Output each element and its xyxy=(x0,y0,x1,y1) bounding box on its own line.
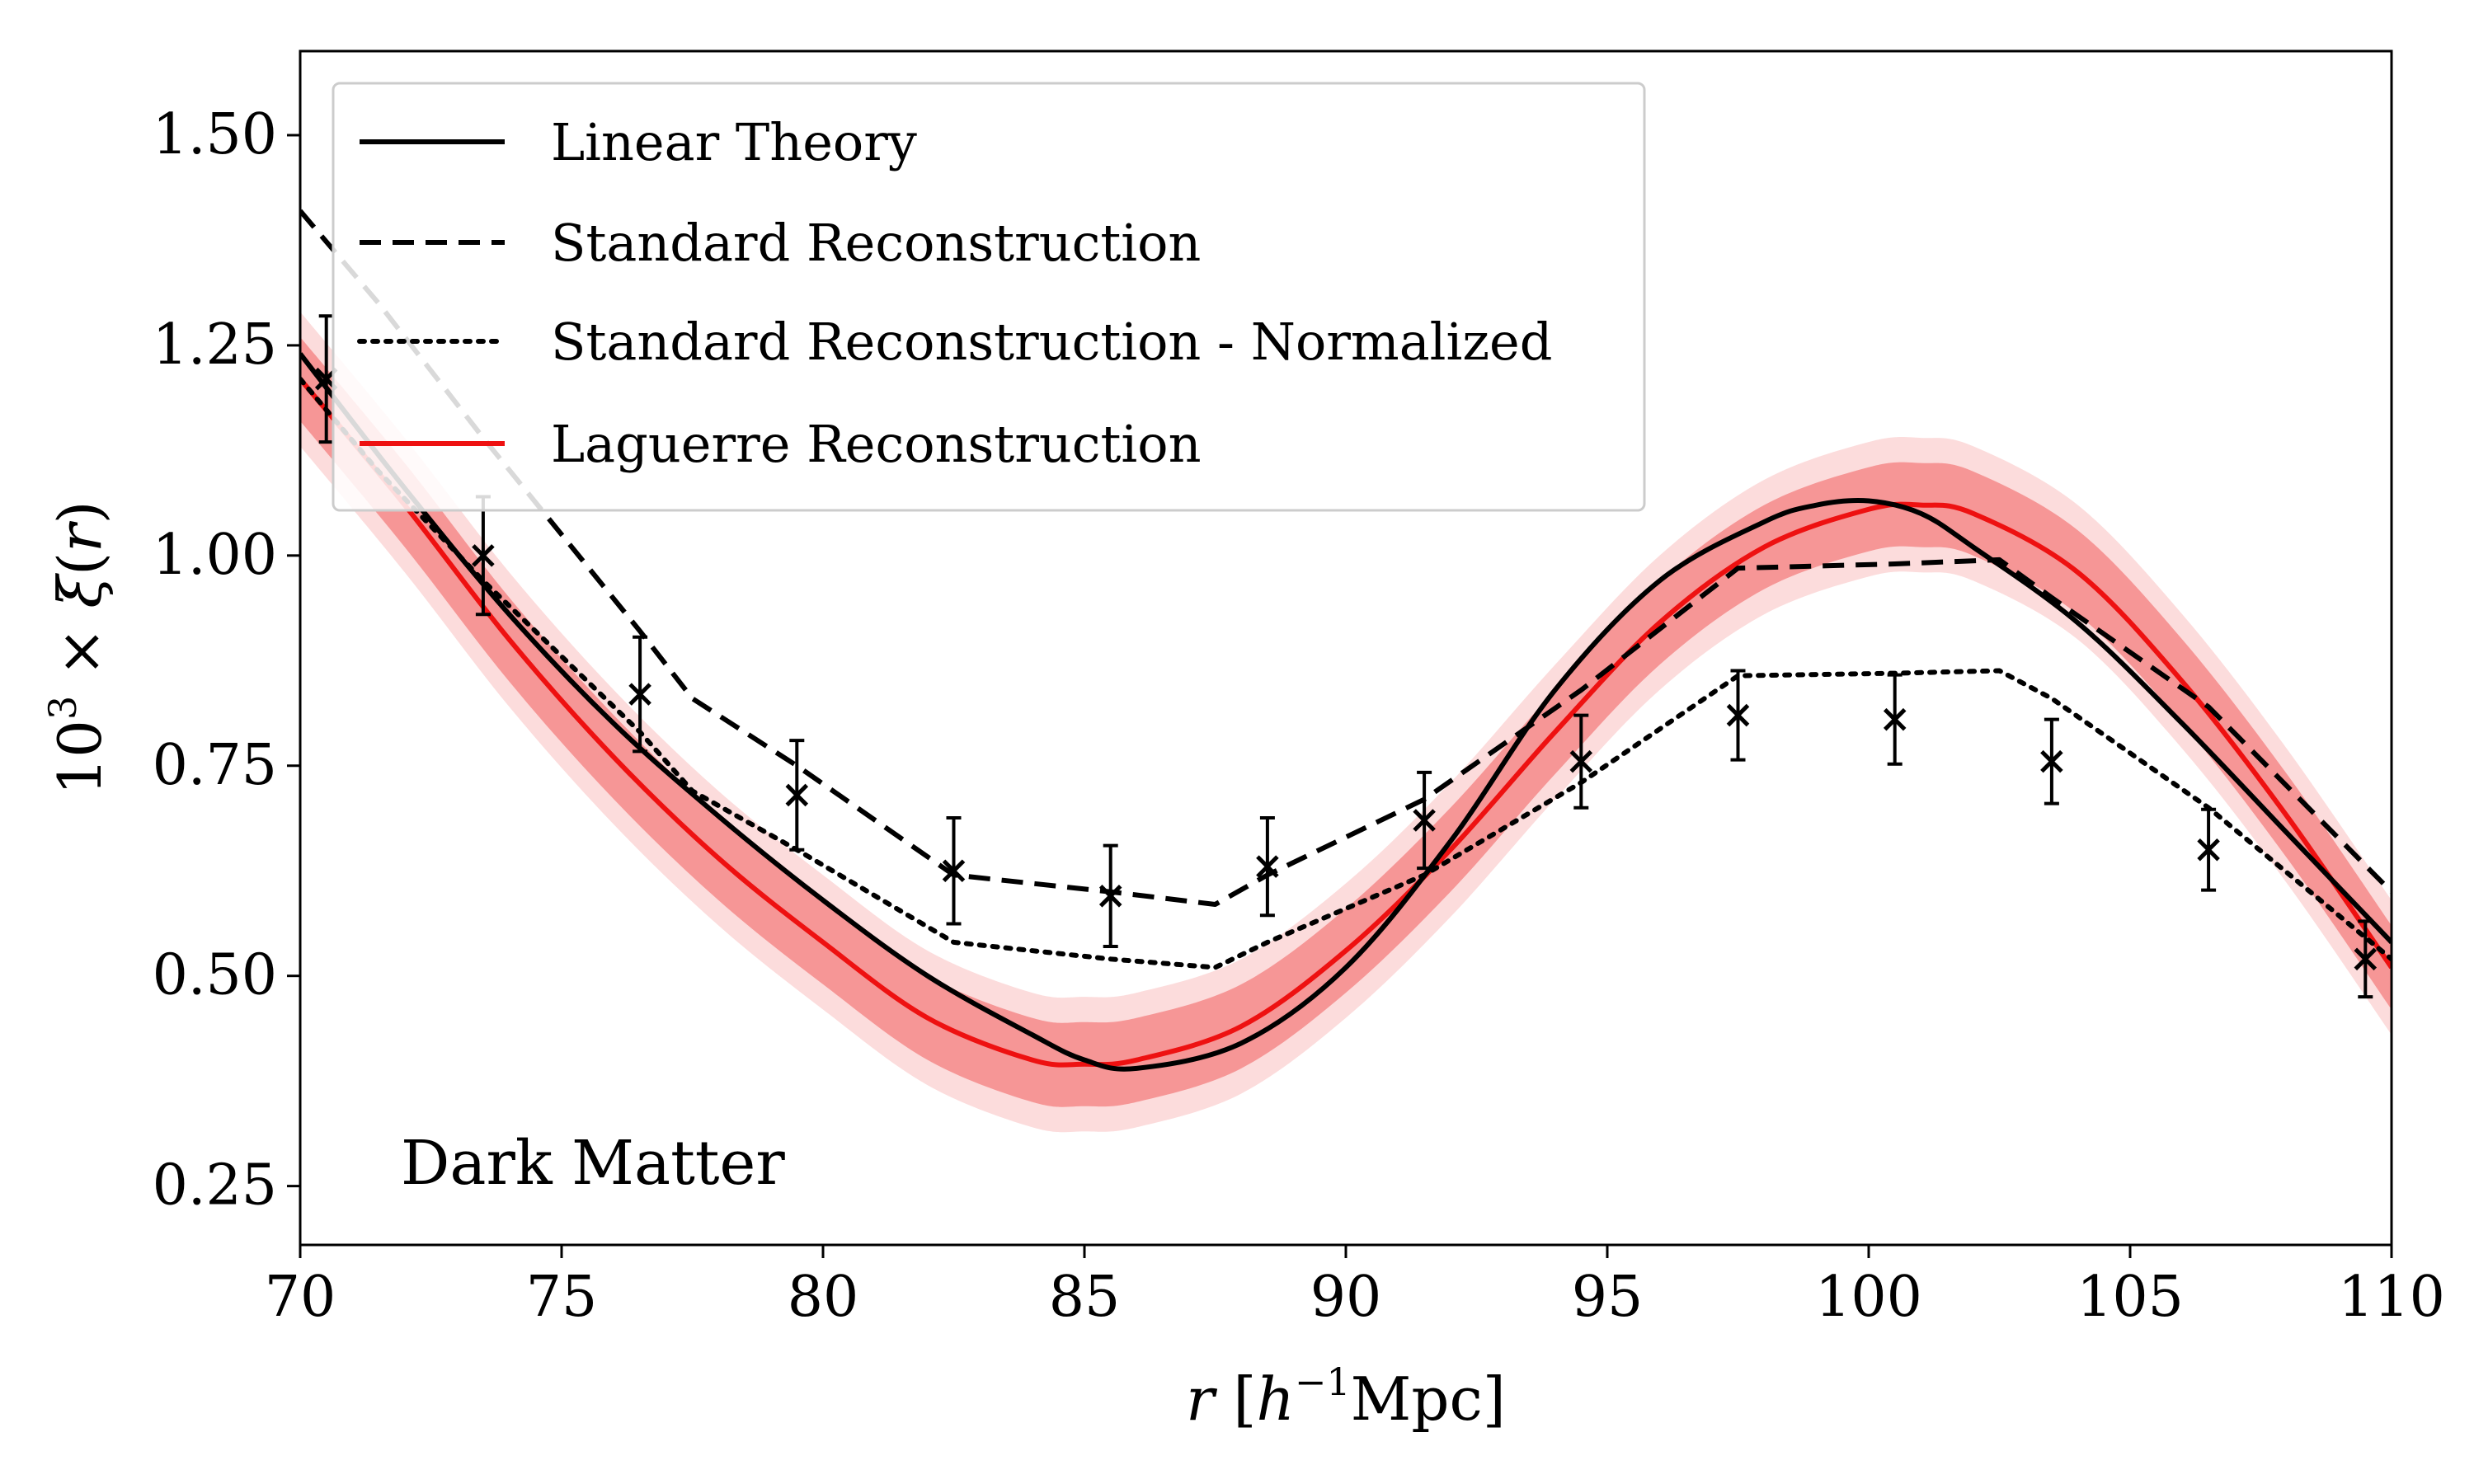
y-tick-label: 0.50 xyxy=(153,943,277,1008)
data-point xyxy=(2040,717,2063,805)
legend-label: Laguerre Reconstruction xyxy=(551,414,1202,474)
x-tick-label: 85 xyxy=(1049,1265,1121,1330)
annotation-dark-matter: Dark Matter xyxy=(401,1128,785,1199)
x-tick-label: 95 xyxy=(1572,1265,1644,1330)
series-line-standard-reconstruction-normalized xyxy=(300,376,2392,970)
x-tick-label: 110 xyxy=(2338,1265,2445,1330)
legend-item: Standard Reconstruction - Normalized xyxy=(357,312,1552,372)
x-tick-label: 105 xyxy=(2077,1265,2184,1330)
series-line-standard-reconstruction xyxy=(300,209,2392,908)
legend-item: Linear Theory xyxy=(360,112,917,172)
legend-label: Standard Reconstruction xyxy=(551,213,1201,273)
x-tick-label: 70 xyxy=(265,1265,336,1330)
laguerre-band-inner xyxy=(300,336,2392,1107)
legend-item: Standard Reconstruction xyxy=(360,213,1201,273)
data-point xyxy=(942,815,966,926)
y-tick-label: 1.00 xyxy=(153,523,277,588)
legend: Linear Theory Standard Reconstruction Stan… xyxy=(332,82,1646,512)
series-line-laguerre-reconstruction xyxy=(300,377,2392,1068)
legend-item: Laguerre Reconstruction xyxy=(360,414,1202,474)
y-tick-label: 0.75 xyxy=(153,733,277,798)
legend-label: Linear Theory xyxy=(551,112,917,172)
x-tick-label: 90 xyxy=(1310,1265,1382,1330)
legend-frame xyxy=(332,82,1646,512)
legend-label: Standard Reconstruction - Normalized xyxy=(551,312,1552,372)
x-tick-label: 80 xyxy=(788,1265,859,1330)
x-tick-label: 75 xyxy=(526,1265,598,1330)
x-tick-label: 100 xyxy=(1815,1265,1922,1330)
data-point xyxy=(1726,669,1750,762)
data-point xyxy=(2197,807,2220,892)
data-point xyxy=(1098,843,1122,948)
data-point xyxy=(1569,713,1593,810)
series-line-linear-theory xyxy=(300,352,2392,1072)
data-point xyxy=(785,739,809,852)
data-point xyxy=(1256,815,1279,918)
y-axis-title: 103 × ξ(r) xyxy=(40,500,115,795)
data-point xyxy=(1413,770,1436,871)
y-tick-label: 1.25 xyxy=(153,312,277,378)
y-tick-label: 0.25 xyxy=(153,1153,277,1219)
data-point xyxy=(628,635,651,754)
data-point xyxy=(2354,919,2378,999)
y-tick-label: 1.50 xyxy=(153,102,277,167)
data-point xyxy=(1883,673,1907,766)
x-axis-title: r [h−1Mpc] xyxy=(1186,1360,1506,1434)
